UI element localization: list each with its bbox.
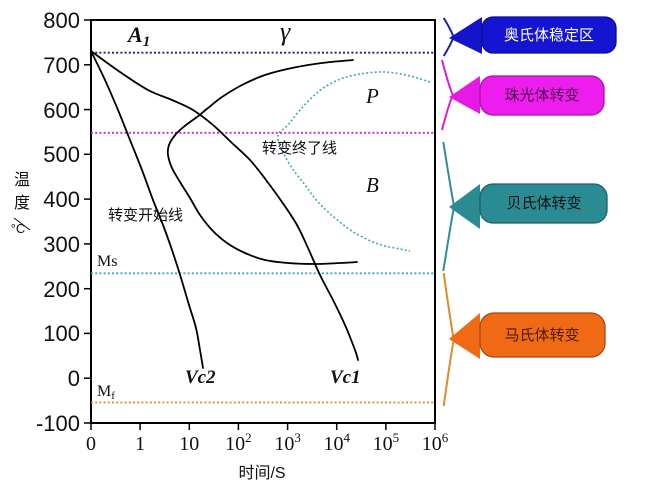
svg-text:奥氏体稳定区: 奥氏体稳定区 <box>504 27 594 44</box>
svg-text:γ: γ <box>280 17 291 46</box>
svg-text:800: 800 <box>43 8 80 33</box>
svg-text:0: 0 <box>86 433 96 455</box>
svg-text:10: 10 <box>179 433 199 455</box>
svg-text:时间/S: 时间/S <box>238 464 285 482</box>
svg-text:°C: °C <box>11 221 26 236</box>
svg-text:P: P <box>365 84 379 108</box>
svg-text:105: 105 <box>373 430 400 455</box>
svg-text:转变开始线: 转变开始线 <box>108 207 183 224</box>
svg-text:103: 103 <box>274 430 301 455</box>
svg-text:500: 500 <box>43 142 80 167</box>
svg-text:Vc2: Vc2 <box>185 367 216 388</box>
svg-text:珠光体转变: 珠光体转变 <box>504 87 579 104</box>
svg-text:-100: -100 <box>36 411 80 436</box>
svg-text:100: 100 <box>43 321 80 346</box>
svg-text:温: 温 <box>14 171 30 189</box>
svg-text:马氏体转变: 马氏体转变 <box>504 327 579 344</box>
svg-text:200: 200 <box>43 277 80 302</box>
svg-text:0: 0 <box>68 366 80 391</box>
svg-text:102: 102 <box>225 430 252 455</box>
svg-text:104: 104 <box>323 430 350 455</box>
svg-text:106: 106 <box>422 430 449 455</box>
svg-text:300: 300 <box>43 232 80 257</box>
svg-text:度: 度 <box>14 194 30 212</box>
svg-text:700: 700 <box>43 53 80 78</box>
svg-text:贝氏体转变: 贝氏体转变 <box>506 195 581 212</box>
svg-text:600: 600 <box>43 98 80 123</box>
svg-text:1: 1 <box>135 433 145 455</box>
svg-text:转变终了线: 转变终了线 <box>262 140 337 157</box>
svg-text:Ms: Ms <box>97 253 117 270</box>
svg-text:400: 400 <box>43 187 80 212</box>
svg-text:Vc1: Vc1 <box>330 367 361 388</box>
svg-text:B: B <box>366 173 379 197</box>
